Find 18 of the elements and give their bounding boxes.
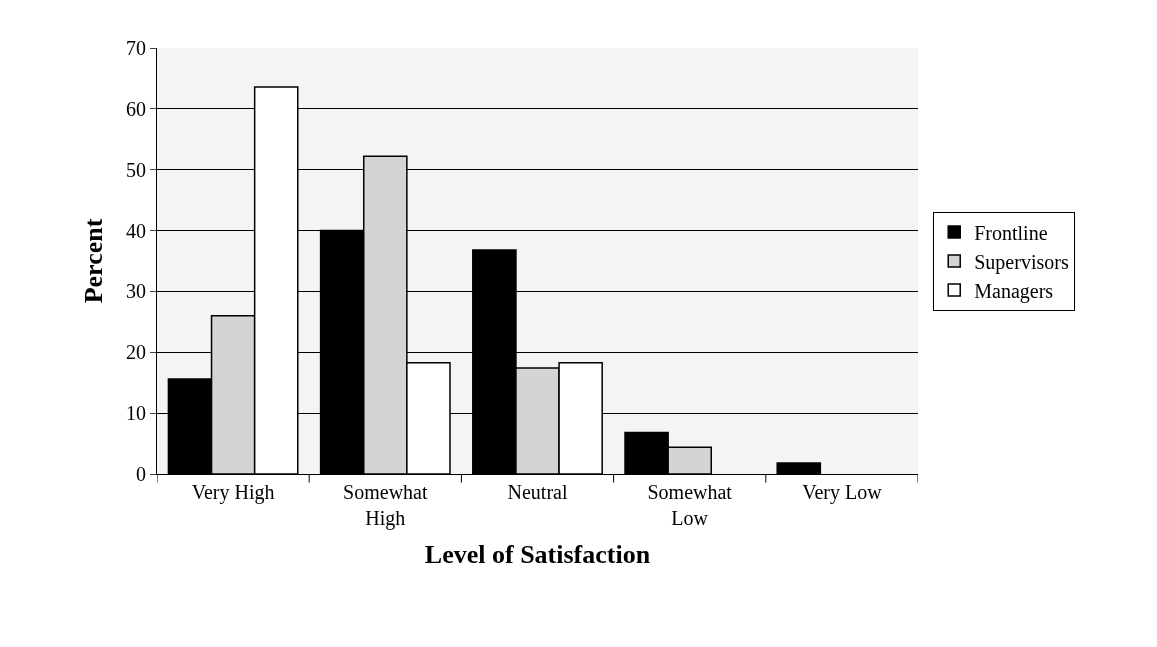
x-tick-label: Very Low [802, 481, 883, 504]
y-tick-label: 0 [136, 463, 146, 485]
y-tick-label: 50 [126, 158, 146, 181]
legend-label: Frontline [974, 221, 1048, 244]
y-tick-label: 40 [126, 219, 146, 242]
x-tick-label: Neutral [507, 481, 568, 503]
legend-label: Managers [974, 279, 1054, 303]
y-tick-label: 10 [126, 402, 146, 425]
x-tick-label: Very High [191, 481, 275, 504]
legend-label: Supervisors [974, 250, 1069, 274]
y-tick-label: 30 [126, 280, 146, 303]
y-axis-title: Percent [79, 218, 109, 304]
x-tick-label: Somewhat Low [647, 481, 733, 529]
y-tick-label: 60 [126, 97, 146, 120]
y-tick-label: 20 [126, 341, 146, 364]
x-axis-title: Level of Satisfaction [424, 539, 651, 569]
x-tick-label: Somewhat High [343, 481, 428, 530]
y-tick-label: 70 [126, 37, 146, 59]
